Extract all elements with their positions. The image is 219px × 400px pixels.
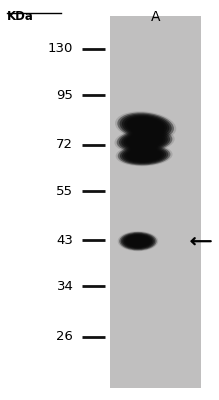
Text: 26: 26	[57, 330, 73, 343]
Ellipse shape	[119, 232, 157, 250]
Ellipse shape	[129, 118, 162, 134]
Ellipse shape	[121, 233, 155, 250]
Ellipse shape	[131, 119, 160, 133]
Text: 130: 130	[48, 42, 73, 55]
Ellipse shape	[124, 148, 164, 163]
Ellipse shape	[116, 144, 173, 166]
Ellipse shape	[117, 112, 174, 140]
Text: 43: 43	[57, 234, 73, 246]
Ellipse shape	[118, 231, 158, 251]
Ellipse shape	[117, 129, 172, 152]
Text: KDa: KDa	[7, 10, 34, 23]
Ellipse shape	[125, 235, 151, 248]
Ellipse shape	[129, 149, 160, 161]
Ellipse shape	[126, 133, 163, 149]
Ellipse shape	[122, 147, 166, 164]
Ellipse shape	[130, 135, 159, 147]
Text: A: A	[151, 10, 160, 24]
Ellipse shape	[126, 148, 162, 162]
Ellipse shape	[128, 134, 161, 148]
Ellipse shape	[115, 111, 176, 141]
Text: 55: 55	[56, 185, 73, 198]
Ellipse shape	[121, 131, 168, 150]
Ellipse shape	[122, 115, 169, 137]
Ellipse shape	[127, 236, 149, 247]
Ellipse shape	[119, 130, 170, 152]
Ellipse shape	[124, 116, 167, 136]
Text: 95: 95	[57, 89, 73, 102]
Text: 34: 34	[57, 280, 73, 292]
Ellipse shape	[118, 145, 170, 166]
Ellipse shape	[115, 128, 175, 153]
Ellipse shape	[124, 234, 152, 248]
Ellipse shape	[124, 132, 166, 150]
Ellipse shape	[131, 150, 158, 160]
Ellipse shape	[128, 236, 148, 246]
Text: 72: 72	[56, 138, 73, 151]
Ellipse shape	[120, 146, 168, 164]
Ellipse shape	[122, 234, 154, 249]
Ellipse shape	[120, 114, 172, 138]
Ellipse shape	[127, 117, 165, 135]
Bar	[110, 16, 201, 388]
